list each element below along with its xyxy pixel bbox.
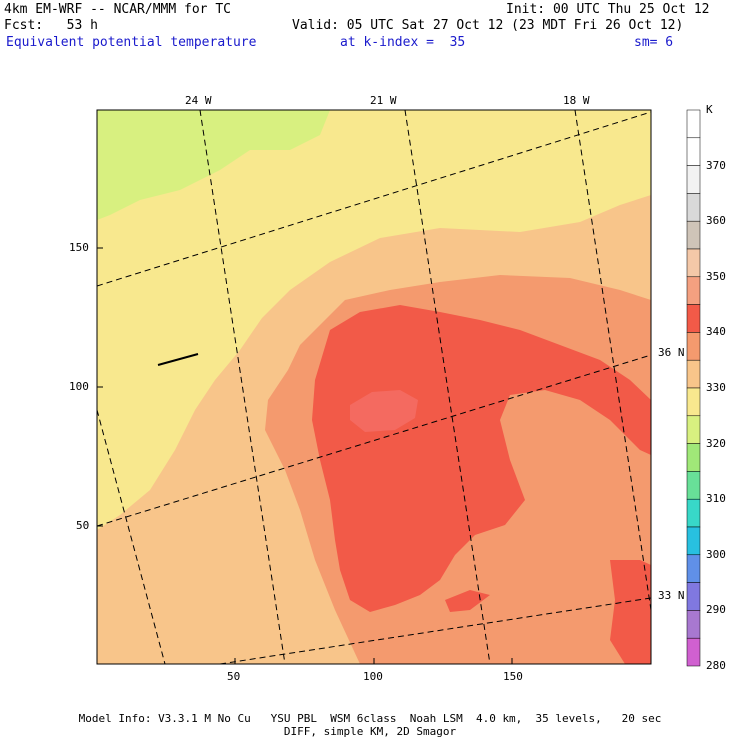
colorbar-swatch [686, 582, 701, 611]
colorbar-swatch [686, 248, 701, 278]
eye-region [350, 390, 418, 432]
top-tick-label: 18 W [563, 94, 590, 107]
left-tick-label: 150 [69, 241, 89, 254]
model-physics: DIFF, simple KM, 2D Smagor [283, 725, 457, 738]
top-tick-label: 21 W [370, 94, 397, 107]
right-tick-label: 36 N [658, 346, 685, 359]
colorbar-swatch [686, 109, 701, 139]
colorbar-level-label: 330 [706, 381, 726, 394]
colorbar-swatch [686, 610, 701, 639]
colorbar-level-label: 350 [706, 269, 726, 283]
red-core [312, 305, 651, 612]
colorbar-level-label: 320 [706, 436, 726, 450]
colorbar-swatch [686, 637, 701, 667]
level-info: at k-index = 35 [340, 35, 466, 50]
bottom-tick-label: 50 [227, 670, 241, 683]
init-time: Init: 00 UTC Thu 25 Oct 12 [506, 2, 710, 17]
colorbar-swatch [686, 415, 701, 444]
colorbar-level-label: 370 [706, 158, 726, 172]
colorbar-unit: K [706, 103, 713, 116]
colorbar-swatch [686, 387, 701, 417]
colorbar-level-label: 340 [706, 325, 726, 339]
right-tick-label: 33 N [658, 589, 685, 602]
colorbar-swatch [686, 276, 701, 305]
colorbar-level-label: 360 [706, 214, 726, 228]
bottom-tick-label: 150 [503, 670, 523, 683]
model-title: 4km EM-WRF -- NCAR/MMM for TC [4, 2, 231, 17]
colorbar-swatch [686, 471, 701, 500]
left-tick-label: 100 [69, 380, 89, 393]
colorbar-level-label: 290 [706, 603, 726, 617]
red-tail [610, 560, 651, 664]
colorbar-level-label: 280 [706, 659, 726, 672]
colorbar-swatch [686, 332, 701, 361]
colorbar-level-label: 310 [706, 492, 726, 506]
top-tick-label: 24 W [185, 94, 212, 107]
colorbar-swatch [686, 359, 701, 389]
colorbar-swatch [686, 554, 701, 583]
field-name: Equivalent potential temperature [6, 35, 257, 50]
colorbar-swatch [686, 304, 701, 333]
forecast-hour: Fcst: 53 h [4, 18, 98, 33]
valid-time: Valid: 05 UTC Sat 27 Oct 12 (23 MDT Fri … [292, 18, 684, 33]
colorbar [686, 109, 701, 667]
colorbar-swatch [686, 220, 701, 250]
colorbar-swatch [686, 443, 701, 472]
colorbar-swatch [686, 165, 701, 194]
colorbar-swatch [686, 526, 701, 556]
model-info: Model Info: V3.3.1 M No Cu YSU PBL WSM 6… [78, 712, 662, 725]
red-fragment [445, 590, 490, 612]
colorbar-swatch [686, 137, 701, 166]
colorbar-swatch [686, 498, 701, 528]
bottom-tick-label: 100 [363, 670, 383, 683]
green-region [97, 110, 330, 220]
axis-ticks [97, 247, 513, 664]
colorbar-level-label: 300 [706, 547, 726, 561]
theta-e-field [97, 110, 651, 664]
smoothing-info: sm= 6 [634, 35, 674, 50]
left-tick-label: 50 [76, 519, 90, 532]
colorbar-swatch [686, 193, 701, 222]
wind-barb [157, 353, 199, 366]
lat-lon-grid [97, 110, 651, 664]
